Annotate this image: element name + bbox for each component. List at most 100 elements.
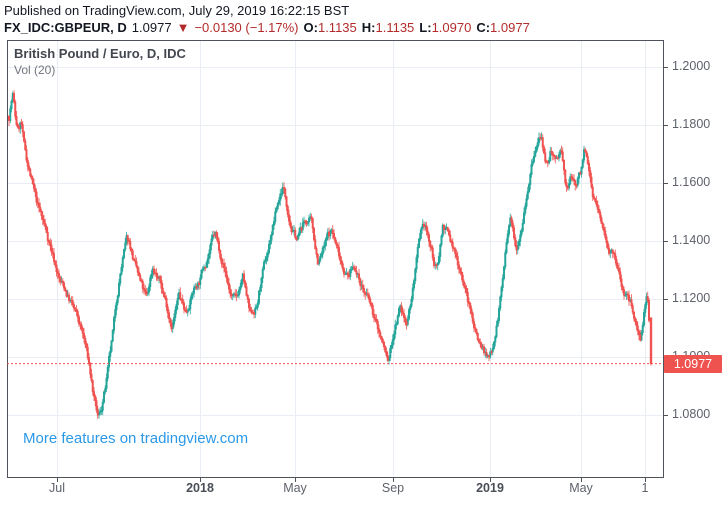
candle-body	[274, 211, 277, 222]
candle-body	[364, 291, 367, 295]
candle-body	[149, 277, 152, 288]
candle-body	[16, 124, 19, 128]
candle-body	[569, 176, 572, 185]
candle-body	[570, 176, 573, 179]
candle-body	[470, 308, 473, 314]
candle-body	[524, 205, 527, 214]
candle-body	[544, 152, 547, 162]
candle-body	[474, 327, 477, 330]
candle-body	[305, 221, 308, 225]
chart-frame	[7, 40, 668, 482]
candle-body	[121, 257, 124, 268]
candle-body	[623, 289, 626, 296]
candle-body	[425, 225, 428, 232]
candle-body	[410, 298, 413, 307]
candle-body	[606, 242, 609, 249]
down-candles	[7, 90, 653, 419]
candle-body	[15, 115, 18, 125]
candle-body	[101, 401, 104, 411]
candle-body	[245, 286, 248, 296]
time-axis-label: May	[283, 481, 307, 495]
candle-body	[170, 322, 173, 330]
candle-body	[20, 122, 23, 126]
candle-body	[319, 255, 322, 261]
candle-body	[420, 227, 423, 234]
candle-body	[464, 285, 467, 289]
candle-body	[31, 177, 34, 185]
candle-body	[322, 245, 325, 249]
candle-body	[269, 239, 272, 245]
candle-body	[174, 309, 177, 319]
candle-body	[216, 236, 219, 242]
candle-body	[10, 100, 13, 110]
candle-body	[541, 137, 544, 148]
candle-body	[549, 151, 552, 161]
candle-body	[475, 329, 478, 334]
candle-body	[191, 292, 194, 296]
candle-body	[531, 161, 534, 165]
candle-body	[427, 234, 430, 242]
candle-body	[38, 203, 41, 208]
candle-body	[327, 231, 330, 237]
candle-body	[534, 151, 537, 157]
candle-body	[442, 224, 445, 230]
time-axis-label: Jul	[49, 481, 65, 495]
price-axis-label: 1.1800	[672, 117, 711, 131]
candle-body	[246, 294, 249, 300]
tradingview-features-link[interactable]: More features on tradingview.com	[23, 430, 249, 447]
candle-body	[256, 302, 259, 308]
candle-body	[262, 261, 265, 270]
candle-body	[576, 177, 579, 186]
candle-body	[546, 161, 549, 164]
candle-body	[235, 294, 238, 297]
candle-body	[139, 275, 142, 281]
published-line: Published on TradingView.com, July 29, 2…	[4, 3, 350, 18]
candle-body	[370, 303, 373, 306]
candle-body	[199, 277, 202, 285]
candle-body	[459, 268, 462, 273]
candle-body	[192, 287, 195, 294]
candle-body	[307, 217, 310, 223]
candle-body	[621, 286, 624, 291]
candle-body	[25, 149, 28, 161]
candle-body	[290, 225, 293, 233]
candle-body	[636, 325, 639, 332]
candle-body	[595, 200, 598, 206]
candle-body	[142, 287, 145, 291]
candle-body	[457, 264, 460, 270]
candle-body	[204, 266, 207, 269]
candle-body	[340, 260, 343, 265]
candle-body	[396, 315, 399, 325]
candle-body	[568, 183, 571, 189]
candle-body	[212, 234, 215, 237]
candle-body	[14, 101, 17, 117]
candle-body	[462, 281, 465, 287]
candle-body	[362, 288, 365, 293]
candle-body	[575, 184, 578, 187]
candle-body	[460, 272, 463, 276]
price-axis-label: 1.1600	[672, 175, 711, 189]
candle-body	[574, 180, 577, 186]
candle-body	[386, 355, 389, 361]
candle-body	[589, 170, 592, 178]
candle-body	[600, 217, 603, 224]
candle-body	[505, 242, 508, 254]
candle-body	[525, 198, 528, 207]
candle-body	[257, 290, 260, 304]
candle-body	[648, 300, 651, 321]
candle-body	[83, 333, 86, 339]
candle-body	[167, 312, 170, 320]
candle-body	[355, 270, 358, 275]
candle-body	[529, 174, 532, 186]
candle-body	[366, 293, 369, 296]
chart-title: British Pound / Euro, D, IDC	[14, 46, 186, 61]
time-axis-label: Sep	[381, 481, 405, 495]
candle-body	[227, 282, 230, 290]
candle-body	[381, 338, 384, 343]
candle-body	[331, 229, 334, 234]
candle-body	[272, 221, 275, 226]
candle-body	[390, 344, 393, 349]
candle-body	[24, 140, 27, 151]
candle-body	[249, 307, 252, 311]
